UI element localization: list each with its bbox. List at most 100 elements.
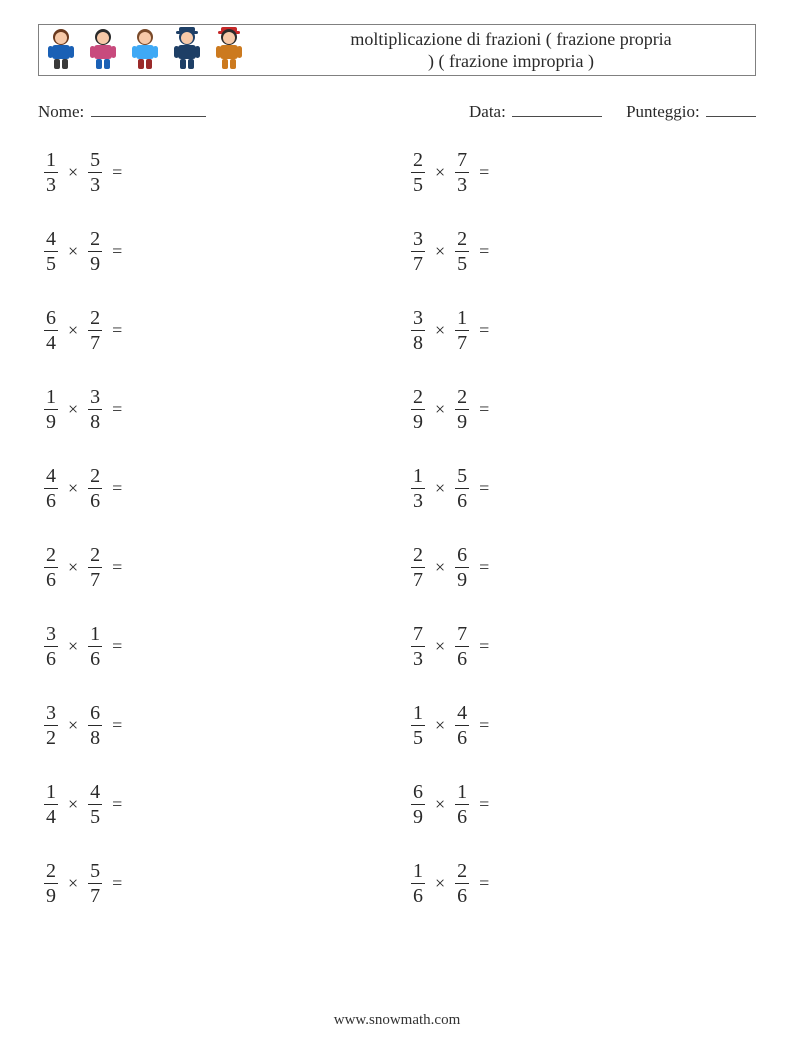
woman-2-icon bbox=[87, 27, 119, 74]
equals-symbol: = bbox=[479, 399, 489, 420]
numerator: 6 bbox=[411, 782, 425, 804]
worksheet-header: moltiplicazione di frazioni ( frazione p… bbox=[38, 24, 756, 76]
equals-symbol: = bbox=[479, 557, 489, 578]
numerator: 2 bbox=[455, 861, 469, 883]
denominator: 6 bbox=[455, 805, 469, 827]
denominator: 3 bbox=[88, 173, 102, 195]
times-symbol: × bbox=[435, 715, 445, 736]
numerator: 2 bbox=[88, 545, 102, 567]
numerator: 3 bbox=[44, 703, 58, 725]
times-symbol: × bbox=[435, 636, 445, 657]
denominator: 2 bbox=[44, 726, 58, 748]
denominator: 6 bbox=[88, 489, 102, 511]
fraction: 27 bbox=[411, 545, 425, 590]
denominator: 6 bbox=[88, 647, 102, 669]
problems-grid: 13×53=25×73=45×29=37×25=64×27=38×17=19×3… bbox=[38, 150, 756, 906]
numerator: 1 bbox=[455, 308, 469, 330]
denominator: 6 bbox=[455, 884, 469, 906]
times-symbol: × bbox=[68, 794, 78, 815]
title-line-1: moltiplicazione di frazioni ( frazione p… bbox=[281, 28, 741, 51]
denominator: 6 bbox=[44, 568, 58, 590]
equals-symbol: = bbox=[112, 241, 122, 262]
info-row: Nome: Data: Punteggio: bbox=[38, 98, 756, 122]
denominator: 7 bbox=[411, 252, 425, 274]
denominator: 9 bbox=[411, 410, 425, 432]
times-symbol: × bbox=[68, 557, 78, 578]
times-symbol: × bbox=[435, 320, 445, 341]
fraction: 17 bbox=[455, 308, 469, 353]
equals-symbol: = bbox=[112, 478, 122, 499]
numerator: 5 bbox=[88, 150, 102, 172]
numerator: 1 bbox=[411, 861, 425, 883]
denominator: 6 bbox=[44, 647, 58, 669]
denominator: 3 bbox=[455, 173, 469, 195]
denominator: 7 bbox=[455, 331, 469, 353]
header-icon-row bbox=[45, 27, 245, 74]
times-symbol: × bbox=[435, 873, 445, 894]
denominator: 5 bbox=[88, 805, 102, 827]
fraction: 46 bbox=[44, 466, 58, 511]
fraction: 16 bbox=[88, 624, 102, 669]
denominator: 9 bbox=[44, 410, 58, 432]
problem: 13×56= bbox=[409, 466, 756, 511]
denominator: 7 bbox=[411, 568, 425, 590]
denominator: 6 bbox=[44, 489, 58, 511]
numerator: 2 bbox=[411, 545, 425, 567]
problem: 16×26= bbox=[409, 861, 756, 906]
denominator: 9 bbox=[44, 884, 58, 906]
times-symbol: × bbox=[435, 399, 445, 420]
problem: 27×69= bbox=[409, 545, 756, 590]
fraction: 38 bbox=[411, 308, 425, 353]
title-line-2: ) ( frazione impropria ) bbox=[281, 50, 741, 73]
numerator: 3 bbox=[411, 229, 425, 251]
problem: 32×68= bbox=[42, 703, 389, 748]
denominator: 9 bbox=[88, 252, 102, 274]
numerator: 3 bbox=[88, 387, 102, 409]
equals-symbol: = bbox=[479, 715, 489, 736]
fraction: 46 bbox=[455, 703, 469, 748]
date-label: Data: bbox=[469, 102, 506, 121]
fraction: 68 bbox=[88, 703, 102, 748]
fraction: 26 bbox=[455, 861, 469, 906]
times-symbol: × bbox=[68, 478, 78, 499]
fraction: 29 bbox=[88, 229, 102, 274]
equals-symbol: = bbox=[479, 794, 489, 815]
times-symbol: × bbox=[68, 320, 78, 341]
fraction: 13 bbox=[411, 466, 425, 511]
numerator: 6 bbox=[88, 703, 102, 725]
numerator: 2 bbox=[88, 229, 102, 251]
score-label: Punteggio: bbox=[626, 102, 700, 121]
problem: 19×38= bbox=[42, 387, 389, 432]
name-blank[interactable] bbox=[91, 98, 206, 117]
numerator: 2 bbox=[455, 387, 469, 409]
woman-1-icon bbox=[45, 27, 77, 74]
numerator: 2 bbox=[411, 387, 425, 409]
fraction: 16 bbox=[455, 782, 469, 827]
numerator: 4 bbox=[455, 703, 469, 725]
times-symbol: × bbox=[435, 241, 445, 262]
times-symbol: × bbox=[68, 399, 78, 420]
woman-3-icon bbox=[129, 27, 161, 74]
worksheet-title: moltiplicazione di frazioni ( frazione p… bbox=[245, 28, 745, 73]
fraction: 26 bbox=[88, 466, 102, 511]
denominator: 8 bbox=[411, 331, 425, 353]
fraction: 15 bbox=[411, 703, 425, 748]
numerator: 5 bbox=[455, 466, 469, 488]
equals-symbol: = bbox=[479, 241, 489, 262]
problem: 29×57= bbox=[42, 861, 389, 906]
fraction: 37 bbox=[411, 229, 425, 274]
numerator: 4 bbox=[88, 782, 102, 804]
firefighter-icon bbox=[213, 27, 245, 74]
fraction: 69 bbox=[411, 782, 425, 827]
date-blank[interactable] bbox=[512, 98, 602, 117]
date-field: Data: bbox=[469, 98, 602, 122]
fraction: 29 bbox=[455, 387, 469, 432]
score-blank[interactable] bbox=[706, 98, 756, 117]
times-symbol: × bbox=[68, 873, 78, 894]
denominator: 3 bbox=[411, 647, 425, 669]
numerator: 4 bbox=[44, 466, 58, 488]
equals-symbol: = bbox=[479, 478, 489, 499]
denominator: 5 bbox=[455, 252, 469, 274]
equals-symbol: = bbox=[479, 320, 489, 341]
fraction: 73 bbox=[411, 624, 425, 669]
